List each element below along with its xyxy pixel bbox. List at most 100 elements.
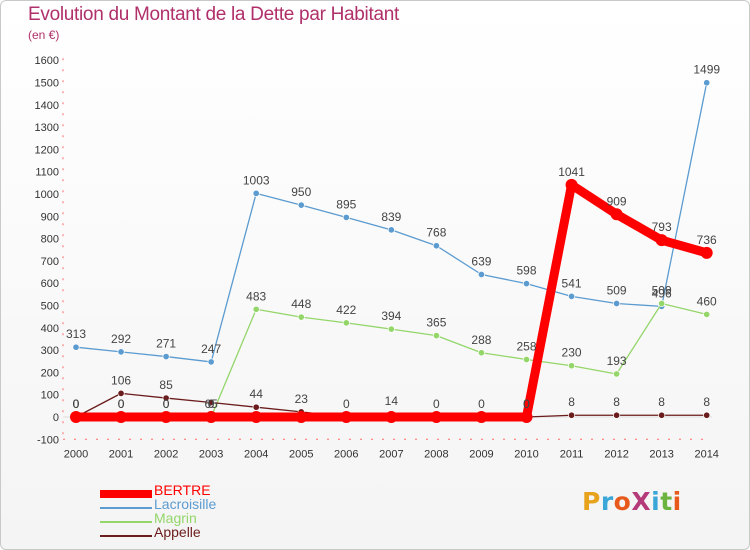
y-tick-label: 400 <box>41 323 59 335</box>
data-point <box>205 411 218 423</box>
data-label: 736 <box>697 233 717 247</box>
chart-unit: (en €) <box>28 28 60 42</box>
data-label: 1041 <box>558 165 585 179</box>
x-tick-label: 2000 <box>64 448 88 460</box>
legend-swatch <box>100 521 152 523</box>
logo-letter: i <box>672 487 682 516</box>
data-point <box>658 299 666 308</box>
logo-letter: t <box>660 487 673 516</box>
data-label: 365 <box>426 316 446 330</box>
data-point <box>522 280 531 288</box>
data-point <box>252 403 260 411</box>
data-point <box>115 411 128 423</box>
logo-letter: i <box>651 487 661 516</box>
x-tick-label: 2008 <box>424 448 448 460</box>
data-point <box>387 226 395 234</box>
data-label: 271 <box>156 337 176 351</box>
data-point <box>297 201 305 209</box>
data-label: 193 <box>607 354 627 368</box>
data-point <box>567 411 576 419</box>
data-label: 793 <box>652 220 672 234</box>
data-label: 44 <box>250 387 264 401</box>
data-label: 1003 <box>243 173 270 187</box>
data-point <box>117 348 125 356</box>
data-label: 0 <box>118 397 125 411</box>
data-label: 950 <box>291 185 311 199</box>
data-label: 292 <box>111 332 131 346</box>
data-point <box>655 234 668 247</box>
y-tick-label: 1100 <box>35 167 59 179</box>
data-label: 247 <box>201 342 221 356</box>
legend-swatch <box>100 507 152 509</box>
data-label: 0 <box>73 397 80 411</box>
data-label: 496 <box>652 286 672 300</box>
data-point <box>703 79 711 87</box>
data-label: 0 <box>118 397 125 411</box>
data-label: 0 <box>73 397 80 411</box>
y-tick-label: 0 <box>53 412 59 424</box>
data-point <box>703 411 711 419</box>
x-tick-label: 2002 <box>154 448 178 460</box>
x-tick-label: 2011 <box>560 448 584 460</box>
data-point <box>207 398 215 407</box>
data-point <box>342 213 350 221</box>
y-tick-label: 1200 <box>35 144 59 156</box>
data-point <box>565 178 578 191</box>
x-tick-label: 2003 <box>199 448 223 460</box>
data-label: 23 <box>295 392 309 406</box>
data-label: 0 <box>478 397 485 411</box>
data-point <box>475 411 488 423</box>
data-label: 288 <box>471 333 491 347</box>
data-point <box>477 270 486 279</box>
y-tick-label: 100 <box>41 390 59 402</box>
data-label: 422 <box>336 303 356 317</box>
data-label: 8 <box>658 395 665 409</box>
data-point <box>567 292 576 300</box>
data-point <box>703 310 711 318</box>
data-point <box>385 411 398 423</box>
data-label: 0 <box>523 397 530 411</box>
data-label: 768 <box>426 226 446 240</box>
data-point <box>567 362 576 370</box>
y-tick-label: 1600 <box>35 55 59 67</box>
x-tick-label: 2012 <box>604 448 628 460</box>
data-label: 8 <box>613 395 620 409</box>
data-label: 509 <box>607 283 627 297</box>
data-point <box>295 411 308 423</box>
y-tick-label: 200 <box>41 367 59 379</box>
data-label: 0 <box>343 397 350 411</box>
data-label: 230 <box>562 346 582 360</box>
x-tick-label: 2007 <box>379 448 403 460</box>
x-tick-label: 2001 <box>109 448 133 460</box>
data-label: 839 <box>381 210 401 224</box>
data-label: 8 <box>568 395 575 409</box>
proxiti-logo: ProXiti <box>582 487 682 516</box>
x-tick-label: 2005 <box>289 448 313 460</box>
y-tick-label: 1400 <box>35 100 59 112</box>
data-point <box>520 411 533 423</box>
data-point <box>432 332 440 340</box>
data-label: 0 <box>523 397 530 411</box>
data-point <box>160 411 173 423</box>
data-point <box>477 349 486 357</box>
y-tick-label: 700 <box>41 256 59 268</box>
y-tick-label: 900 <box>41 211 59 223</box>
y-tick-label: 1500 <box>35 78 59 90</box>
data-labels: 313 292 271 247 1003 950 895 839 768 639 598 541 509… <box>66 63 720 411</box>
data-point <box>610 208 623 221</box>
data-point <box>522 355 531 364</box>
data-label: 909 <box>607 194 627 208</box>
logo-letter: o <box>613 487 632 516</box>
data-label: 14 <box>385 394 399 408</box>
legend-label: Lacroisille <box>154 496 217 512</box>
data-label: 1499 <box>693 63 720 77</box>
data-point <box>72 343 80 351</box>
x-tick-label: 2013 <box>649 448 673 460</box>
series-bertre <box>70 178 713 423</box>
logo-letter: X <box>631 487 652 516</box>
data-point <box>430 411 443 423</box>
data-point <box>342 319 350 327</box>
data-label: 313 <box>66 327 86 341</box>
